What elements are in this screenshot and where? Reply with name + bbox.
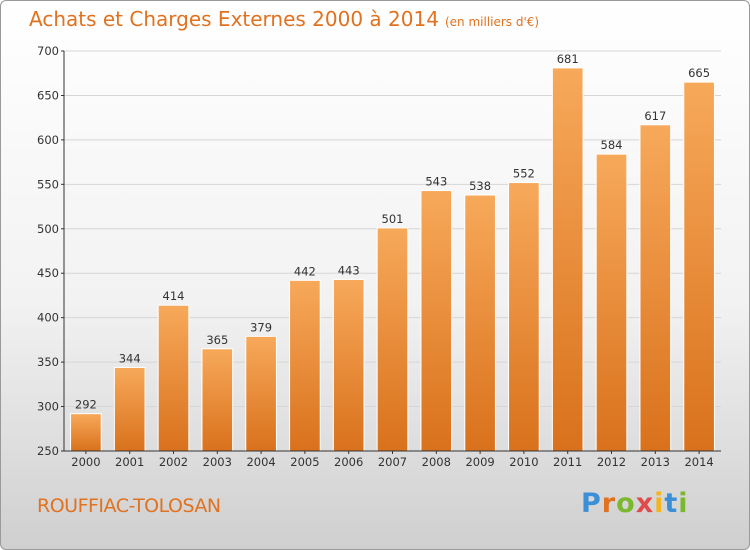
brand-letter: P <box>581 488 602 519</box>
x-tick-label: 2007 <box>378 455 407 469</box>
data-label: 365 <box>206 333 228 347</box>
data-label: 552 <box>513 167 535 181</box>
x-tick-label: 2003 <box>203 455 232 469</box>
data-label: 292 <box>75 398 97 412</box>
data-label: 543 <box>425 175 447 189</box>
bar <box>113 366 146 452</box>
data-label: 443 <box>338 263 360 277</box>
brand-letter: i <box>678 488 689 519</box>
brand-letter: t <box>664 488 679 519</box>
data-label: 538 <box>469 179 491 193</box>
bar <box>70 413 102 452</box>
y-tick-label: 300 <box>37 400 59 414</box>
bar <box>420 190 453 452</box>
chart-title-text: Achats et Charges Externes 2000 à 2014 <box>29 7 439 31</box>
y-tick-label: 250 <box>37 444 59 458</box>
x-tick-label: 2006 <box>334 455 363 469</box>
y-tick-labels: 250 300 350 400 450 500 550 600 650 700 <box>37 44 64 458</box>
x-tick-label: 2000 <box>71 455 100 469</box>
x-tick-label: 2002 <box>159 455 188 469</box>
x-tick-label: 2014 <box>684 455 713 469</box>
data-label: 617 <box>644 109 666 123</box>
data-label: 414 <box>163 289 185 303</box>
bar <box>639 124 672 452</box>
bar <box>508 182 540 452</box>
bar <box>157 304 190 452</box>
x-tick-label: 2010 <box>509 455 538 469</box>
bar <box>595 153 628 452</box>
bar <box>201 348 234 452</box>
y-tick-label: 450 <box>37 266 59 280</box>
y-tick-label: 400 <box>37 311 59 325</box>
bar <box>245 335 277 452</box>
bar <box>551 67 584 452</box>
data-label: 379 <box>250 320 272 334</box>
bar <box>289 279 321 452</box>
bar <box>683 81 715 452</box>
y-tick-label: 600 <box>37 133 59 147</box>
brand-letter: r <box>601 488 617 519</box>
brand-letter: x <box>635 488 655 519</box>
bar <box>332 278 365 452</box>
x-tick-labels: 2000 2001 2002 2003 2004 2005 2006 2007 2008 2009… <box>71 451 714 469</box>
chart-title: Achats et Charges Externes 2000 à 2014 (e… <box>29 7 539 31</box>
x-tick-label: 2012 <box>597 455 626 469</box>
x-tick-label: 2013 <box>641 455 670 469</box>
bar <box>376 227 409 452</box>
bar <box>464 194 496 452</box>
data-label: 344 <box>119 351 141 365</box>
data-label: 665 <box>688 66 710 80</box>
data-label: 442 <box>294 264 316 278</box>
y-tick-label: 350 <box>37 355 59 369</box>
x-tick-label: 2011 <box>553 455 582 469</box>
data-labels: 292 344 414 365 379 442 443 501 543 538 552 681 584 6… <box>75 52 710 412</box>
x-tick-label: 2004 <box>246 455 275 469</box>
y-tick-label: 550 <box>37 177 59 191</box>
x-tick-label: 2001 <box>115 455 144 469</box>
data-label: 501 <box>382 212 404 226</box>
x-tick-label: 2009 <box>465 455 494 469</box>
brand-letter: o <box>616 488 636 519</box>
y-tick-label: 700 <box>37 44 59 58</box>
x-tick-label: 2008 <box>422 455 451 469</box>
data-label: 681 <box>557 52 579 66</box>
place-name: ROUFFIAC-TOLOSAN <box>37 495 221 517</box>
y-tick-label: 500 <box>37 222 59 236</box>
brand-letter: i <box>654 488 665 519</box>
y-tick-label: 650 <box>37 88 59 102</box>
chart-unit: (en milliers d'€) <box>444 15 540 29</box>
x-tick-label: 2005 <box>290 455 319 469</box>
bars <box>70 67 715 452</box>
brand-logo: Proxiti <box>581 488 689 519</box>
data-label: 584 <box>601 138 623 152</box>
